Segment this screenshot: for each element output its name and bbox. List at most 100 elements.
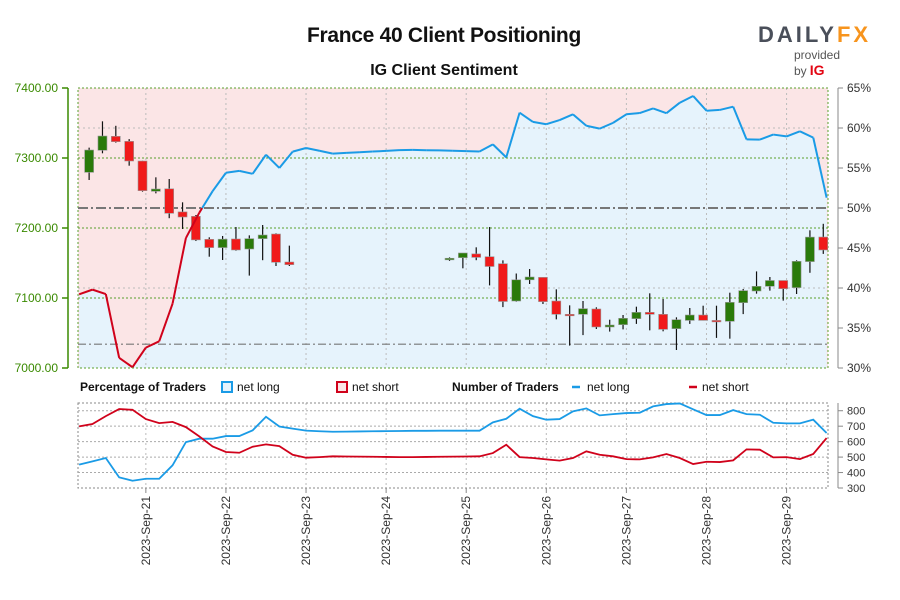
sentiment-line-segment [572, 113, 587, 127]
sentiment-line-segment [78, 288, 93, 296]
price-tick-label: 7200.00 [15, 221, 59, 235]
date-tick-label: 2023-Sep-21 [139, 496, 153, 566]
candle-bullish [97, 135, 108, 151]
sentiment-line-segment [319, 149, 333, 155]
sentiment-line-segment [812, 137, 828, 198]
sentiment-line-segment [372, 149, 387, 153]
pct-tick-label: 35% [847, 321, 871, 335]
sentiment-line-segment [171, 237, 187, 304]
sentiment-line-segment [305, 147, 320, 152]
candle-bullish [458, 252, 468, 258]
sentiment-line-segment [251, 154, 267, 175]
sentiment-line-segment [239, 169, 253, 175]
candle-bearish [137, 160, 148, 191]
legend-num-long: net long [587, 380, 630, 394]
traders-tick-label: 300 [847, 483, 865, 495]
sentiment-line-segment [131, 347, 147, 368]
candle-bullish [524, 276, 535, 281]
long-zone-fill [79, 95, 827, 369]
sentiment-line-segment [759, 133, 774, 141]
candle-bullish [444, 257, 455, 261]
legend-pct-short-swatch [336, 381, 348, 393]
candle-bearish [711, 320, 722, 323]
sentiment-line-segment [732, 106, 748, 140]
legend-pct-title: Percentage of Traders [80, 380, 206, 394]
candle-bearish [284, 261, 295, 265]
sentiment-line-segment [158, 303, 174, 342]
candle-bullish [684, 314, 695, 321]
sentiment-line-segment [679, 95, 694, 104]
sentiment-line-segment [505, 112, 521, 158]
dailyfx-logo: DAILYFX provided by IG [758, 22, 868, 78]
date-tick-label: 2023-Sep-27 [619, 496, 633, 566]
legend-num-short: net short [702, 380, 749, 394]
candle-bearish [164, 188, 175, 214]
candle-bearish [471, 253, 482, 258]
candle-bullish [805, 236, 815, 262]
candle-bearish [818, 236, 829, 251]
candle-bullish [151, 188, 161, 192]
sentiment-line-segment [545, 119, 560, 126]
traders-plot: 300 400 500 600 700 800 2023-Sep-21 2023-Sep-22… [77, 402, 865, 566]
candle-bullish [671, 319, 682, 329]
sentiment-line-segment [198, 207, 204, 214]
pct-tick-label: 40% [847, 281, 871, 295]
sentiment-line-segment [532, 120, 547, 126]
date-tick-label: 2023-Sep-29 [780, 496, 794, 566]
sentiment-line-segment [104, 293, 121, 359]
candle-bullish [791, 261, 802, 288]
candle-bearish [564, 314, 575, 317]
sentiment-line-segment [612, 113, 627, 124]
legend-pct-long-swatch [221, 381, 233, 393]
net-short-traders-line [78, 408, 828, 465]
pct-tick-label: 55% [847, 161, 871, 175]
sentiment-line-segment [479, 143, 494, 153]
candle-bullish [84, 149, 94, 173]
sentiment-line-segment [626, 112, 640, 116]
sentiment-line-segment [145, 340, 160, 349]
traders-tick-label: 600 [847, 437, 865, 449]
pct-tick-label: 50% [847, 201, 871, 215]
traders-tick-label: 500 [847, 452, 865, 464]
ig-logo-text: IG [809, 62, 825, 78]
sentiment-line-segment [706, 108, 720, 112]
provided-by-text: provided by [794, 48, 841, 78]
traders-tick-label: 400 [847, 468, 865, 480]
sentiment-line-segment [292, 147, 307, 153]
sentiment-line-segment [665, 101, 681, 114]
candle-bearish [231, 238, 241, 251]
candle-bearish [658, 314, 668, 330]
candle-bearish [204, 239, 215, 248]
sentiment-line-segment [719, 105, 734, 111]
sentiment-line-segment [692, 95, 708, 112]
sentiment-line-segment [225, 169, 240, 174]
pct-tick-label: 45% [847, 241, 871, 255]
candle-bearish [644, 312, 655, 315]
sentiment-line-segment [586, 124, 600, 130]
sentiment-line-segment [332, 151, 347, 155]
sentiment-line-segment [559, 113, 574, 121]
date-tick-label: 2023-Sep-26 [539, 496, 553, 566]
sentiment-line-segment [386, 149, 400, 152]
candle-bearish [551, 300, 562, 315]
candle-bullish [244, 238, 255, 250]
candle-bullish [578, 308, 588, 315]
candle-bullish [751, 286, 762, 292]
logo-brand-daily: DAILY [758, 22, 837, 47]
sentiment-line-segment [211, 172, 227, 192]
sentiment-line-segment [185, 212, 201, 239]
sentiment-line-segment [201, 190, 214, 209]
sentiment-line-segment [519, 111, 534, 123]
legend-pct-short: net short [352, 380, 399, 394]
chart-subtitle: IG Client Sentiment [370, 62, 518, 79]
candle-bullish [738, 290, 748, 303]
price-tick-label: 7100.00 [15, 291, 59, 305]
candle-bearish [177, 211, 188, 218]
logo-provided-by: provided by IG [794, 48, 868, 78]
legend-pct-long: net long [237, 380, 280, 394]
sentiment-line-segment [799, 130, 814, 139]
pct-tick-label: 30% [847, 361, 871, 375]
candle-bearish [698, 314, 708, 321]
price-sentiment-plot: 7000.00 7100.00 7200.00 7300.00 7400.00 30% 35… [15, 81, 872, 375]
